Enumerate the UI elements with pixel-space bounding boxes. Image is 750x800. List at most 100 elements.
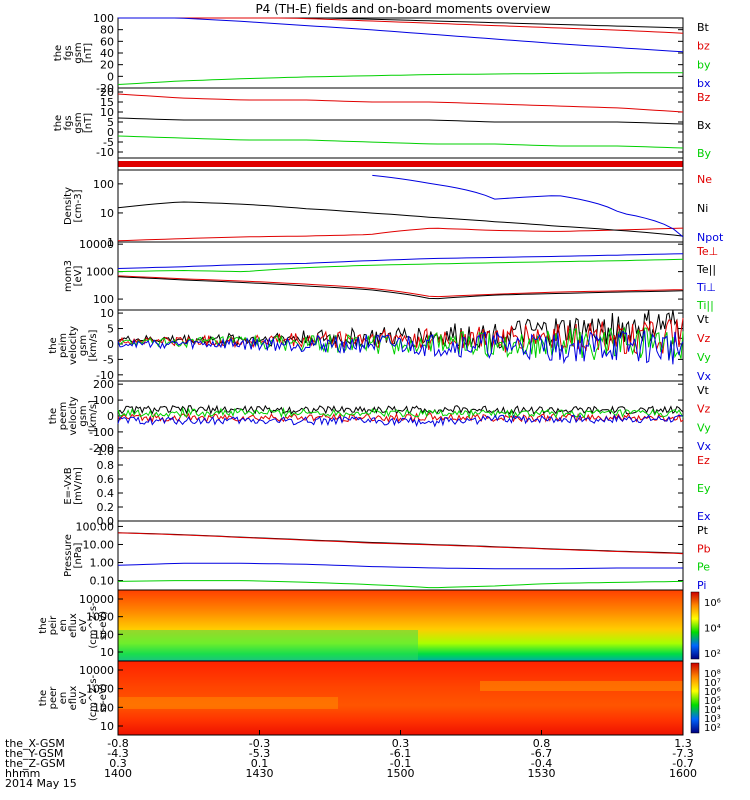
panel-10: 10000 1000 100 10 10⁶ 10⁴ 10² the peir en eflux eV(… xyxy=(38,589,721,662)
y-axis-label: mom3 xyxy=(63,260,74,292)
x-row-label: hhmm xyxy=(5,767,40,780)
series-line-Vt xyxy=(117,309,684,349)
x-row-value: 0.3 xyxy=(392,737,410,750)
y-axis-label: gsm xyxy=(73,112,84,133)
legend-label: Vz xyxy=(697,403,711,416)
y-axis-label: en xyxy=(58,692,69,705)
y-tick-label: 100 xyxy=(93,701,114,714)
y-tick-label: 0.4 xyxy=(97,487,115,500)
y-axis-label: peer xyxy=(48,686,59,710)
y-tick-label: 10 xyxy=(100,307,114,320)
y-axis-label: eV xyxy=(78,691,89,704)
x-row-value: -6.1 xyxy=(390,747,411,760)
y-axis-label: the xyxy=(38,617,49,633)
y-axis-label: fgs xyxy=(63,115,74,130)
y-axis-label: eflux xyxy=(68,613,79,638)
x-row-label: the_Y-GSM xyxy=(5,747,63,760)
y-axis-label: fgs xyxy=(63,45,74,60)
x-row-value: 1500 xyxy=(387,767,415,780)
y-tick-label: -200 xyxy=(89,442,114,455)
y-tick-label: 0 xyxy=(107,70,114,83)
x-row-value: -4.3 xyxy=(107,747,128,760)
x-row-value: 0.3 xyxy=(109,757,127,770)
y-axis-label: gsm xyxy=(78,405,89,426)
legend-label: Vy xyxy=(697,421,711,434)
colorbar-label: 10³ xyxy=(704,714,721,725)
y-tick-label: 1000 xyxy=(86,611,114,624)
series-line-Vx xyxy=(117,414,684,428)
legend-label: Ti⊥ xyxy=(696,281,716,294)
y-tick-label: 0.8 xyxy=(97,459,115,472)
y-axis-label: [nT] xyxy=(83,113,94,133)
y-axis-label: [nPa] xyxy=(73,542,84,568)
y-tick-label: 10000 xyxy=(79,238,114,251)
legend-label: Ey xyxy=(697,482,711,495)
legend-label: Ne xyxy=(697,173,712,186)
y-tick-label: 1000 xyxy=(86,683,114,696)
panel-9: 100.00 10.00 1.00 0.10 Pt Pb Pe Pi Pressure [nPa] xyxy=(63,520,711,592)
legend-label: Ex xyxy=(697,510,711,523)
y-axis-label: sr-eV) xyxy=(98,683,109,712)
y-tick-label: 1.0 xyxy=(97,445,115,458)
x-row-value: -0.1 xyxy=(390,757,411,770)
colorbar xyxy=(690,591,700,660)
panel-5: 10000 1000 100 Te⊥ Te|| Ti⊥ Ti|| mom3 [eV] xyxy=(63,238,718,312)
y-tick-label: 0.10 xyxy=(90,575,115,588)
legend-label: Vz xyxy=(697,332,711,345)
panel-frame xyxy=(117,241,684,311)
colorbar-label: 10⁵ xyxy=(704,696,721,707)
legend-label: Vx xyxy=(697,370,712,383)
x-row-value: -0.8 xyxy=(107,737,128,750)
y-tick-label: 100 xyxy=(93,293,114,306)
y-axis-label: [nT] xyxy=(83,43,94,63)
y-axis-label: en xyxy=(58,619,69,632)
panel-6: 10 5 0 -5 -10 Vt Vz Vy Vx the peim velocity gsm [km/s… xyxy=(48,307,712,383)
series-line-Vy xyxy=(117,406,684,420)
y-axis-label: velocity xyxy=(68,326,79,365)
y-tick-label: -10 xyxy=(96,369,114,382)
y-tick-label: 1.00 xyxy=(90,557,115,570)
legend-label: Te|| xyxy=(696,263,716,276)
status-bar xyxy=(118,161,683,167)
y-axis-label: eV xyxy=(78,619,89,632)
legend-label: Vt xyxy=(697,313,710,326)
legend-label: Bz xyxy=(697,91,711,104)
legend-label: bz xyxy=(697,40,710,53)
x-row-value: 0.8 xyxy=(533,737,551,750)
legend-label: Pt xyxy=(697,524,709,537)
x-row-label: the_Z-GSM xyxy=(5,757,65,770)
series-line-Pe xyxy=(117,580,684,589)
y-tick-label: -100 xyxy=(89,426,114,439)
y-tick-label: 80 xyxy=(100,24,114,37)
y-tick-label: 20 xyxy=(100,59,114,72)
y-tick-label: 20 xyxy=(100,86,114,99)
spectrogram-band xyxy=(118,630,418,660)
series-line-bz xyxy=(118,17,684,34)
spectrogram-area xyxy=(118,661,683,735)
y-tick-label: 100 xyxy=(93,12,114,25)
y-tick-label: 0 xyxy=(107,410,114,423)
panel-3 xyxy=(117,157,684,171)
spectrogram-band xyxy=(480,681,683,691)
x-row-value: 1400 xyxy=(104,767,132,780)
series-line-Te|| xyxy=(117,276,684,300)
y-tick-label: 10 xyxy=(100,207,114,220)
colorbar-label: 10⁸ xyxy=(704,669,721,680)
legend-label: Npot xyxy=(697,231,724,244)
y-tick-label: 1000 xyxy=(86,266,114,279)
series-line-bx xyxy=(118,17,684,53)
y-axis-label: [eV] xyxy=(73,266,84,287)
series-line-Ni xyxy=(117,201,684,237)
x-row-value: 0.1 xyxy=(251,757,269,770)
legend-label: Te⊥ xyxy=(696,245,718,258)
y-axis-label: (cm^2-s- xyxy=(88,674,99,721)
y-axis-label: gsm xyxy=(78,335,89,356)
y-axis-label: peim xyxy=(58,333,69,358)
x-axis-table: the_X-GSM -0.8 -0.3 0.3 0.8 1.3 the_Y-GSM -4.3 -… xyxy=(5,730,697,790)
legend-label: Pb xyxy=(697,542,711,555)
y-tick-label: 100.00 xyxy=(76,520,115,533)
series-line-Npot xyxy=(372,174,684,238)
